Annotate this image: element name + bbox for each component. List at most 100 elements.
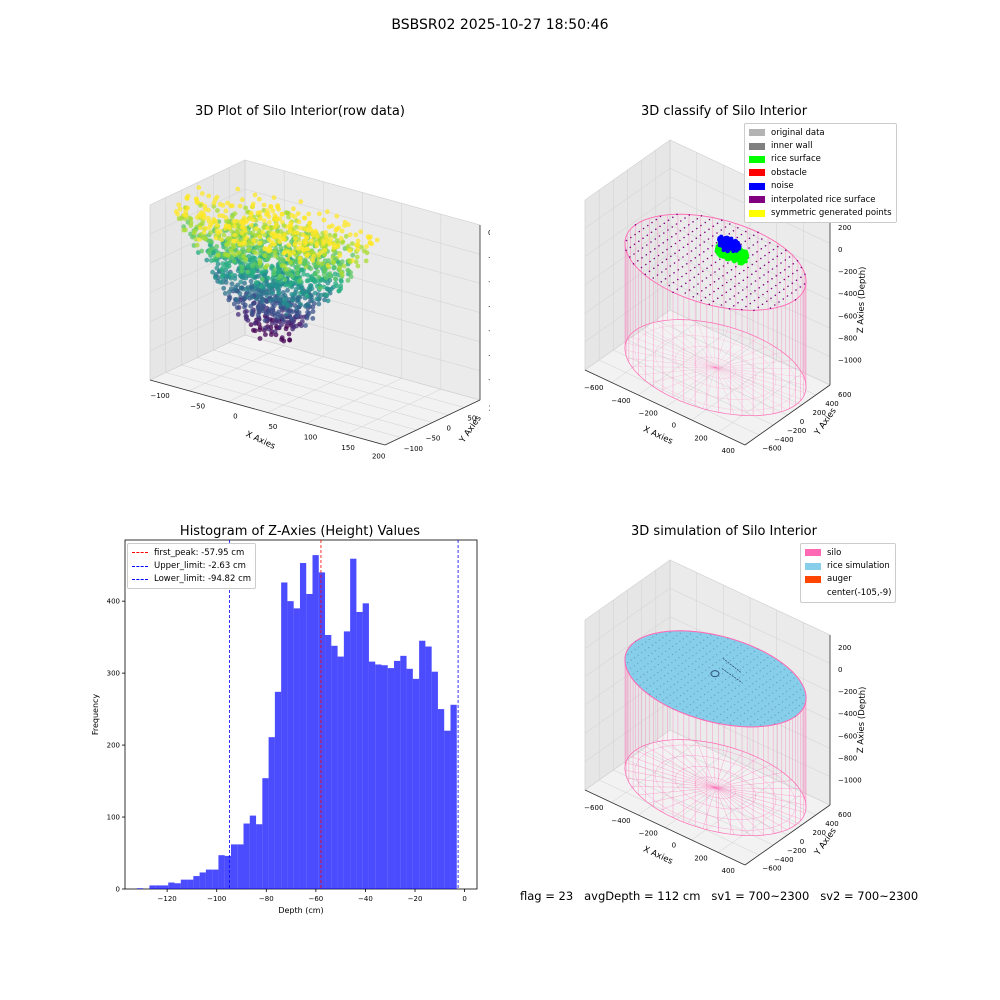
grid-point xyxy=(792,263,795,265)
data-point xyxy=(316,255,321,261)
grid-point xyxy=(683,236,685,239)
surface-point xyxy=(765,689,767,691)
legend-swatch xyxy=(749,182,765,190)
surface-point xyxy=(707,691,709,693)
grid-point xyxy=(707,248,709,250)
legend-label: Lower_limit: -94.82 cm xyxy=(154,574,252,585)
grid-point xyxy=(632,263,635,265)
grid-point xyxy=(646,234,649,237)
surface-point xyxy=(658,639,661,641)
y-tick-label: 200 xyxy=(813,829,826,837)
data-point xyxy=(298,199,304,204)
data-point xyxy=(310,258,316,263)
silo-wireframe xyxy=(624,213,807,417)
data-point xyxy=(234,228,240,234)
data-point xyxy=(250,204,256,210)
data-point xyxy=(203,226,208,231)
silo-floor-spoke xyxy=(715,326,729,368)
y-tick-label: 0 xyxy=(447,425,451,433)
legend-entry: Upper_limit: -2.63 cm xyxy=(132,559,251,572)
surface-point xyxy=(647,663,649,665)
data-point xyxy=(224,223,229,229)
legend-label: rice simulation xyxy=(827,561,890,572)
surface-point xyxy=(772,692,774,694)
surface-point xyxy=(733,649,735,651)
grid-point xyxy=(729,223,731,225)
surface-point xyxy=(766,673,768,675)
silo-floor-spoke xyxy=(659,787,716,811)
grid-point xyxy=(689,279,691,282)
grid-point xyxy=(738,282,740,285)
surface-point xyxy=(683,692,685,694)
grid-point xyxy=(708,303,711,306)
surface-point xyxy=(730,714,732,716)
rice-point xyxy=(739,261,744,266)
surface-point xyxy=(736,655,738,657)
surface-point xyxy=(702,647,704,649)
surface-point xyxy=(779,679,781,681)
y-tick-label: −200 xyxy=(787,427,806,435)
data-point xyxy=(321,284,327,290)
data-point xyxy=(290,297,295,303)
surface-point xyxy=(670,686,672,688)
surface-point xyxy=(707,683,709,685)
grid-point xyxy=(707,238,710,240)
surface-point xyxy=(654,650,657,652)
data-point xyxy=(257,241,263,246)
data-point xyxy=(217,201,223,207)
legend-entry: silo xyxy=(805,546,891,559)
surface-point xyxy=(704,677,706,679)
surface-point xyxy=(770,662,772,664)
y-tick-label: −400 xyxy=(774,436,793,444)
surface-point xyxy=(672,700,674,702)
grid-point xyxy=(696,218,699,220)
grid-point xyxy=(678,259,680,261)
grid-point xyxy=(777,245,779,248)
data-point xyxy=(220,261,226,266)
grid-point xyxy=(634,224,637,226)
grid-point xyxy=(659,215,662,218)
surface-point xyxy=(782,693,784,695)
grid-point xyxy=(701,290,703,292)
grid-point xyxy=(759,277,761,279)
grid-point xyxy=(795,279,798,282)
data-point xyxy=(321,272,327,278)
grid-point xyxy=(800,266,803,269)
surface-point xyxy=(721,689,723,691)
data-point xyxy=(237,291,243,296)
surface-point xyxy=(648,638,650,641)
data-point xyxy=(281,300,287,305)
silo-floor-spoke xyxy=(626,778,716,788)
grid-line xyxy=(669,729,831,806)
surface-point xyxy=(700,633,702,636)
grid-point xyxy=(689,269,692,272)
data-point xyxy=(242,280,247,286)
surface-point xyxy=(700,696,702,698)
surface-point xyxy=(669,640,671,642)
data-point xyxy=(294,230,300,236)
auger-marker xyxy=(710,670,720,678)
grid-point xyxy=(641,257,643,259)
grid-point xyxy=(669,265,672,267)
data-point xyxy=(349,241,355,246)
data-point xyxy=(220,265,225,271)
legend-entry: noise xyxy=(749,180,892,193)
legend-swatch xyxy=(132,565,148,567)
grid-line xyxy=(149,159,246,206)
grid-point xyxy=(672,281,675,284)
rice-point xyxy=(743,250,748,254)
grid-line xyxy=(149,188,246,235)
surface-point xyxy=(781,717,783,719)
z-tick-label: −800 xyxy=(838,754,857,762)
grid-point xyxy=(661,271,663,273)
surface-point xyxy=(720,697,722,699)
data-point xyxy=(345,278,351,283)
legend-label: first_peak: -57.95 cm xyxy=(154,547,245,558)
data-point xyxy=(290,309,295,315)
surface-point xyxy=(729,722,731,724)
grid-point xyxy=(724,226,727,228)
surface-point xyxy=(686,635,688,637)
data-point xyxy=(229,286,234,292)
surface-point xyxy=(799,697,801,699)
legend-entry: rice surface xyxy=(749,153,892,166)
